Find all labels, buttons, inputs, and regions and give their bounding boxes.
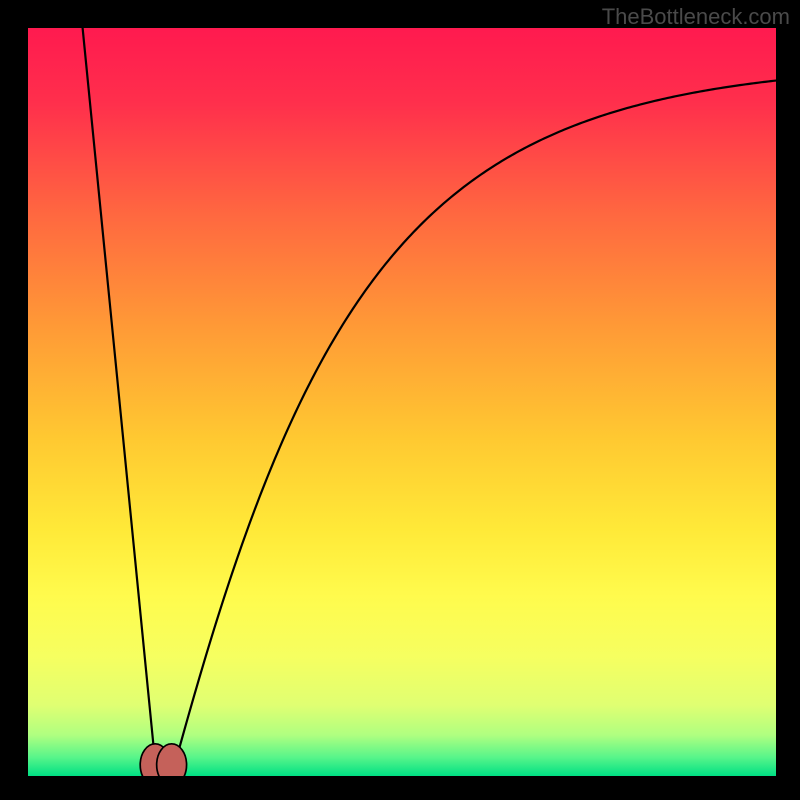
plot-area [28, 28, 776, 776]
watermark-text: TheBottleneck.com [602, 4, 790, 30]
lobe-right [157, 744, 187, 776]
curve-path [83, 28, 776, 776]
page-root: TheBottleneck.com [0, 0, 800, 800]
curve-layer [28, 28, 776, 776]
